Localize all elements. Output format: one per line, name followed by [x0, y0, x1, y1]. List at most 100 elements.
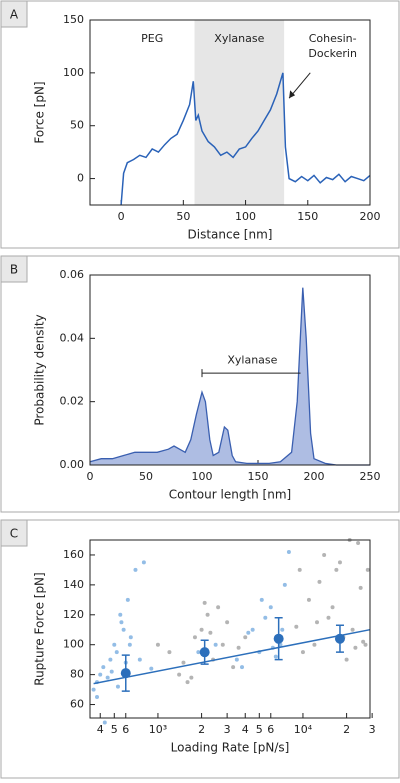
y-axis-label: Rupture Force [pN]	[33, 572, 47, 685]
panel-label: B	[10, 263, 18, 277]
point	[344, 657, 349, 662]
x-tick-label: 200	[360, 210, 381, 223]
point	[353, 645, 358, 650]
point	[231, 665, 236, 670]
mean-point	[273, 633, 284, 644]
y-tick-label: 100	[63, 66, 84, 79]
panel-frame	[0, 255, 400, 513]
y-tick-label: 0.04	[60, 331, 85, 344]
point	[337, 560, 342, 565]
point	[125, 597, 130, 602]
x-tick-label: 200	[304, 470, 325, 483]
panel-label: A	[10, 8, 19, 22]
point	[114, 650, 119, 655]
annotation: PEG	[141, 32, 163, 45]
point	[155, 642, 160, 647]
x-tick-label: 3	[224, 723, 231, 736]
point	[208, 630, 213, 635]
point	[95, 695, 100, 700]
y-tick-label: 0.06	[60, 268, 85, 281]
annotation: Cohesin-	[309, 32, 357, 45]
shaded-region	[194, 20, 285, 205]
point	[263, 615, 268, 620]
x-tick-label: 0	[87, 470, 94, 483]
point	[189, 675, 194, 680]
point	[115, 684, 120, 689]
point	[108, 657, 113, 662]
x-tick-label: 50	[139, 470, 153, 483]
point	[121, 627, 126, 632]
y-axis-label: Force [pN]	[33, 81, 47, 143]
point	[236, 645, 241, 650]
point	[137, 657, 142, 662]
point	[91, 687, 96, 692]
point	[240, 665, 245, 670]
panel-label: C	[10, 527, 18, 541]
point	[181, 660, 186, 665]
y-tick-label: 0.02	[60, 395, 85, 408]
point	[141, 560, 146, 565]
point	[317, 579, 322, 584]
point	[199, 627, 204, 632]
x-tick-label: 3	[369, 723, 376, 736]
y-tick-label: 50	[70, 119, 84, 132]
x-tick-label: 2	[343, 723, 350, 736]
point	[259, 597, 264, 602]
point	[365, 567, 370, 572]
y-tick-label: 80	[70, 668, 84, 681]
point	[101, 665, 106, 670]
mean-point	[199, 647, 210, 658]
y-tick-label: 60	[70, 698, 84, 711]
point	[315, 620, 320, 625]
y-tick-label: 0.00	[60, 458, 85, 471]
point	[273, 654, 278, 659]
annotation: Xylanase	[227, 354, 277, 367]
x-tick-label: 6	[267, 723, 274, 736]
mean-point	[334, 633, 345, 644]
y-tick-label: 100	[63, 638, 84, 651]
point	[213, 642, 218, 647]
density-area	[90, 287, 370, 465]
point	[220, 642, 225, 647]
x-tick-label: 4	[97, 723, 104, 736]
x-tick-label: 10³	[149, 723, 167, 736]
panel-label-box	[0, 519, 28, 547]
point	[133, 567, 138, 572]
y-tick-label: 160	[63, 548, 84, 561]
x-tick-label: 150	[248, 470, 269, 483]
point	[225, 620, 230, 625]
point	[149, 666, 154, 671]
x-axis-label: Loading Rate [pN/s]	[171, 741, 290, 755]
point	[278, 642, 283, 647]
x-tick-label: 0	[118, 210, 125, 223]
panel-frame	[0, 0, 400, 249]
x-axis-label: Distance [nm]	[188, 228, 273, 242]
x-axis-label: Contour length [nm]	[169, 488, 291, 502]
y-tick-label: 150	[63, 13, 84, 26]
x-tick-label: 150	[297, 210, 318, 223]
x-tick-label: 50	[176, 210, 190, 223]
point	[205, 612, 210, 617]
annotation: Xylanase	[214, 32, 264, 45]
plot-frame	[89, 19, 371, 206]
arrow-head	[289, 90, 296, 99]
point	[363, 642, 368, 647]
panel-frame	[0, 519, 400, 779]
point	[306, 597, 311, 602]
x-tick-label: 250	[360, 470, 381, 483]
point	[280, 627, 285, 632]
density-line	[89, 287, 370, 466]
panel-label-box	[0, 0, 28, 28]
point	[358, 585, 363, 590]
point	[185, 680, 190, 685]
point	[350, 627, 355, 632]
y-axis-label: Probability density	[33, 314, 47, 425]
point	[167, 650, 172, 655]
point	[109, 669, 114, 674]
point	[127, 642, 132, 647]
point	[196, 650, 201, 655]
point	[112, 642, 117, 647]
point	[297, 567, 302, 572]
point	[105, 675, 110, 680]
x-tick-label: 5	[111, 723, 118, 736]
